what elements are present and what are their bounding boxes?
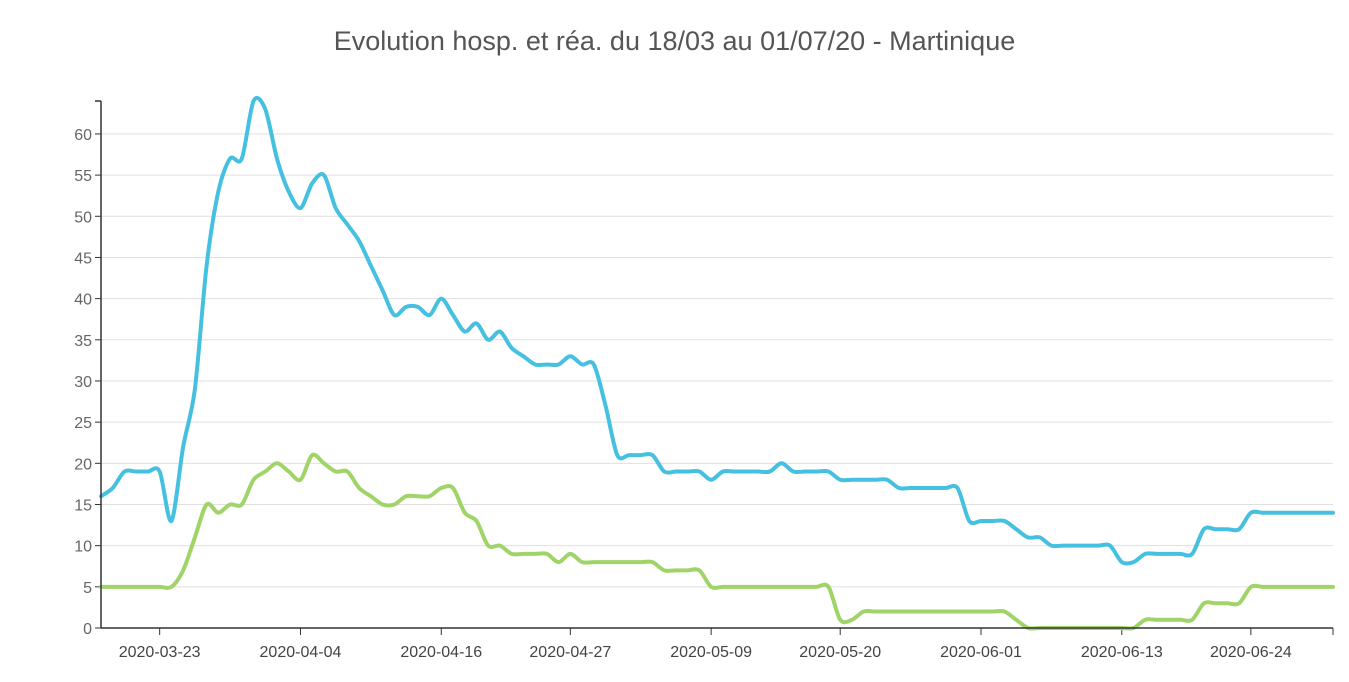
y-tick-label: 60 xyxy=(74,127,92,144)
x-tick-label: 2020-06-01 xyxy=(940,644,1022,661)
series-line-hosp xyxy=(99,95,1335,566)
axes xyxy=(95,100,1333,629)
y-tick-label: 55 xyxy=(74,168,92,185)
y-tick-label: 35 xyxy=(74,333,92,350)
x-tick-label: 2020-05-09 xyxy=(670,644,752,661)
x-axis-ticks: 2020-03-23 2020-04-04 2020-04-16 2020-04-27… xyxy=(119,628,1334,661)
x-tick-label: 2020-06-24 xyxy=(1210,644,1292,661)
series-lines xyxy=(99,95,1335,631)
y-tick-label: 45 xyxy=(74,250,92,267)
y-tick-label: 0 xyxy=(83,621,92,638)
y-tick-label: 40 xyxy=(74,292,92,309)
x-tick-label: 2020-06-13 xyxy=(1081,644,1163,661)
chart-title: Evolution hosp. et réa. du 18/03 au 01/0… xyxy=(333,26,1016,56)
y-tick-label: 50 xyxy=(74,209,92,226)
x-tick-label: 2020-03-23 xyxy=(119,644,201,661)
y-axis-ticks: 0 5 10 15 20 25 30 35 40 45 50 55 60 xyxy=(74,127,101,638)
x-tick-label: 2020-04-16 xyxy=(400,644,482,661)
series-line-rea xyxy=(99,452,1335,631)
gridlines xyxy=(101,133,1333,588)
x-tick-label: 2020-04-27 xyxy=(529,644,611,661)
y-tick-label: 20 xyxy=(74,456,92,473)
y-tick-label: 10 xyxy=(74,539,92,556)
x-tick-label: 2020-05-20 xyxy=(799,644,881,661)
y-tick-label: 15 xyxy=(74,497,92,514)
y-tick-label: 25 xyxy=(74,415,92,432)
y-tick-label: 30 xyxy=(74,374,92,391)
y-tick-label: 5 xyxy=(83,580,92,597)
x-tick-label: 2020-04-04 xyxy=(260,644,342,661)
